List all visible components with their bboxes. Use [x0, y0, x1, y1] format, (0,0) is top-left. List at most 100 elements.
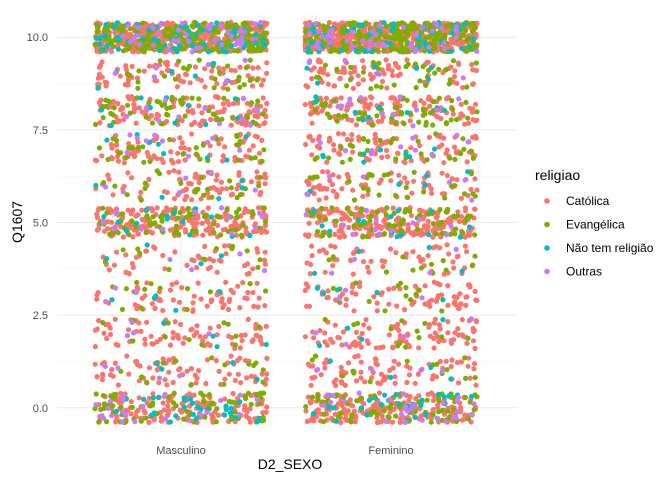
data-point: [104, 219, 111, 225]
data-point: [233, 41, 239, 48]
data-point: [92, 157, 98, 163]
data-point: [313, 94, 319, 100]
data-point: [331, 405, 337, 411]
data-point: [316, 74, 322, 80]
data-point: [233, 227, 239, 233]
data-point: [393, 156, 399, 162]
data-point: [335, 131, 342, 137]
data-point: [337, 76, 343, 82]
data-point: [258, 229, 264, 235]
data-point: [207, 289, 213, 295]
data-point: [243, 153, 249, 159]
data-point: [474, 48, 480, 54]
data-point: [218, 253, 224, 259]
data-point: [332, 322, 338, 328]
data-point: [473, 382, 479, 388]
data-point: [147, 63, 153, 69]
data-point: [391, 82, 397, 88]
data-point: [327, 228, 333, 235]
data-point: [463, 99, 469, 105]
data-point: [100, 320, 106, 326]
data-point: [185, 153, 192, 159]
data-point: [140, 20, 146, 26]
data-point: [261, 205, 267, 211]
data-point: [184, 285, 191, 292]
data-point: [168, 33, 174, 39]
data-point: [441, 271, 447, 277]
data-point: [321, 402, 327, 408]
data-point: [397, 94, 403, 100]
data-point: [334, 43, 341, 49]
data-point: [239, 185, 245, 191]
data-point: [398, 144, 404, 150]
data-point: [170, 335, 176, 341]
data-point: [93, 182, 99, 189]
data-point: [336, 112, 342, 118]
data-point: [376, 180, 382, 186]
data-point: [388, 374, 394, 380]
data-point: [170, 297, 176, 303]
data-point: [306, 181, 312, 187]
data-point: [362, 48, 368, 54]
data-point: [224, 98, 230, 104]
data-point: [205, 190, 211, 196]
data-point: [191, 293, 197, 299]
data-point: [208, 299, 214, 305]
data-point: [305, 49, 311, 55]
data-point: [236, 170, 242, 176]
legend-item: Evangélica: [544, 218, 625, 232]
data-point: [456, 96, 462, 102]
data-point: [139, 374, 145, 380]
data-point: [158, 418, 164, 424]
data-point: [136, 395, 142, 401]
data-point: [198, 45, 204, 51]
data-point: [143, 207, 149, 213]
data-point: [226, 298, 232, 305]
data-point: [332, 47, 338, 53]
data-point: [242, 393, 248, 399]
data-point: [378, 401, 384, 407]
data-point: [302, 37, 308, 44]
data-point: [128, 399, 134, 405]
data-point: [387, 409, 393, 415]
data-point: [468, 148, 474, 154]
data-point: [225, 306, 232, 313]
data-point: [341, 398, 347, 404]
data-point: [422, 223, 428, 229]
data-point: [146, 365, 153, 371]
data-point: [220, 227, 226, 233]
data-point: [120, 48, 127, 54]
data-point: [439, 191, 446, 197]
data-point: [111, 105, 117, 111]
data-point: [220, 85, 226, 91]
data-point: [390, 44, 396, 50]
data-point: [358, 344, 364, 350]
data-point: [263, 288, 269, 294]
data-point: [412, 61, 419, 67]
data-point: [308, 382, 314, 388]
data-point: [112, 360, 118, 366]
data-point: [409, 190, 415, 196]
data-point: [126, 271, 132, 277]
data-point: [405, 408, 411, 414]
data-point: [149, 301, 155, 307]
data-point: [100, 372, 106, 378]
data-point: [232, 68, 238, 74]
data-point: [454, 408, 460, 414]
data-point: [230, 115, 236, 121]
data-point: [156, 62, 163, 68]
data-point: [171, 196, 177, 202]
data-point: [225, 321, 231, 327]
data-point: [262, 249, 268, 255]
data-point: [138, 197, 144, 203]
data-point: [427, 110, 434, 116]
data-point: [100, 205, 106, 211]
data-point: [474, 109, 480, 115]
data-point: [381, 71, 387, 77]
data-point: [188, 327, 194, 333]
data-point: [418, 151, 424, 157]
data-point: [380, 344, 386, 350]
data-point: [439, 230, 445, 236]
data-point: [186, 337, 192, 343]
data-point: [198, 77, 204, 83]
